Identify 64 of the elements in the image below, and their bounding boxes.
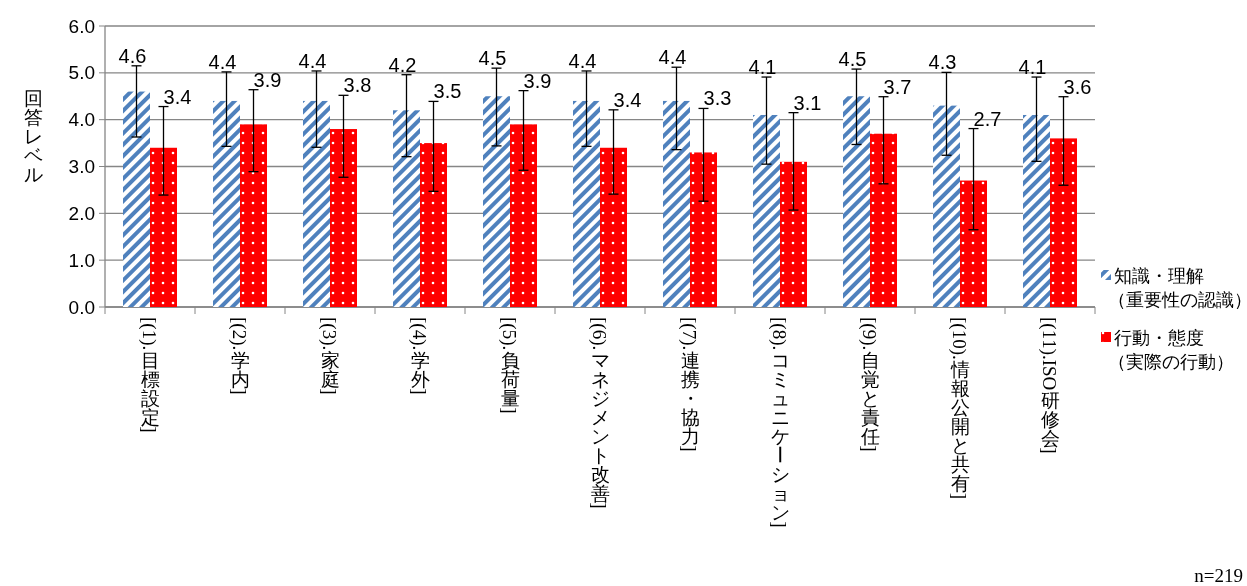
data-label: 4.4: [658, 46, 687, 69]
bar: [420, 143, 447, 307]
bar: [690, 152, 717, 307]
data-label: 3.3: [703, 87, 732, 110]
data-label: 4.4: [298, 49, 327, 72]
text: n=219: [1194, 565, 1243, 586]
legend-label: 知識・理解（重要性の認識）: [1108, 266, 1247, 311]
data-label: 4.6: [118, 44, 147, 67]
data-label: 4.5: [838, 48, 867, 71]
x-tick-label: [(7).連携・協力]: [678, 317, 701, 452]
data-label: 3.1: [793, 91, 822, 114]
x-tick-label: [(9).自覚と責任]: [858, 317, 881, 452]
x-tick-label: [(8).コミュニケーション]: [768, 317, 791, 528]
bar: [123, 91, 150, 307]
data-label: 4.3: [928, 51, 957, 74]
bar: [1023, 114, 1050, 307]
bar: [753, 114, 780, 307]
bar: [870, 133, 897, 307]
y-axis-title: 回答レベル: [23, 87, 43, 185]
y-tick-label: 6.0: [68, 15, 95, 37]
bar: [330, 129, 357, 307]
data-label: 4.4: [568, 49, 597, 72]
data-label: 4.1: [1018, 56, 1047, 79]
x-tick-label: [(3).家庭]: [318, 317, 341, 395]
bar: [393, 110, 420, 307]
x-tick-label: [(1).目標設定]: [138, 317, 161, 433]
data-label: 3.9: [253, 68, 282, 91]
data-label: 4.5: [478, 47, 507, 70]
bar: [573, 100, 600, 307]
bar: [663, 100, 690, 307]
y-tick-label: 3.0: [68, 156, 95, 178]
data-label: 4.4: [208, 50, 237, 73]
data-label: 3.5: [433, 80, 462, 103]
bar: [1050, 138, 1077, 307]
bar: [510, 124, 537, 307]
bar: [960, 180, 987, 307]
y-tick-label: 0.0: [68, 296, 95, 318]
bar: [483, 96, 510, 307]
y-tick-label: 5.0: [68, 62, 95, 84]
data-label: 3.4: [613, 88, 642, 111]
bar: [600, 147, 627, 307]
bar: [843, 96, 870, 307]
bar: [933, 105, 960, 307]
data-label: 2.7: [973, 107, 1002, 130]
y-tick-label: 1.0: [68, 249, 95, 271]
x-tick-label: [(4).学外]: [408, 317, 431, 395]
bar: [780, 161, 807, 307]
data-label: 3.7: [883, 75, 912, 98]
data-label: 4.1: [748, 56, 777, 79]
x-tick-label: [(6).マネジメント改善]: [588, 317, 611, 509]
x-tick-label: [(5).負荷量]: [498, 317, 521, 414]
data-label: 3.4: [163, 85, 192, 108]
legend-label: 行動・態度（実際の行動）: [1108, 328, 1234, 373]
bar: [240, 124, 267, 307]
data-label: 3.6: [1063, 75, 1092, 98]
y-tick-label: 2.0: [68, 202, 95, 224]
x-tick-label: [(2).学内]: [228, 317, 251, 395]
data-label: 4.2: [388, 53, 417, 76]
data-label: 3.8: [343, 74, 372, 97]
bar: [150, 147, 177, 307]
data-label: 3.9: [523, 69, 552, 92]
bar: [303, 100, 330, 307]
bar: [213, 100, 240, 307]
y-tick-label: 4.0: [68, 109, 95, 131]
